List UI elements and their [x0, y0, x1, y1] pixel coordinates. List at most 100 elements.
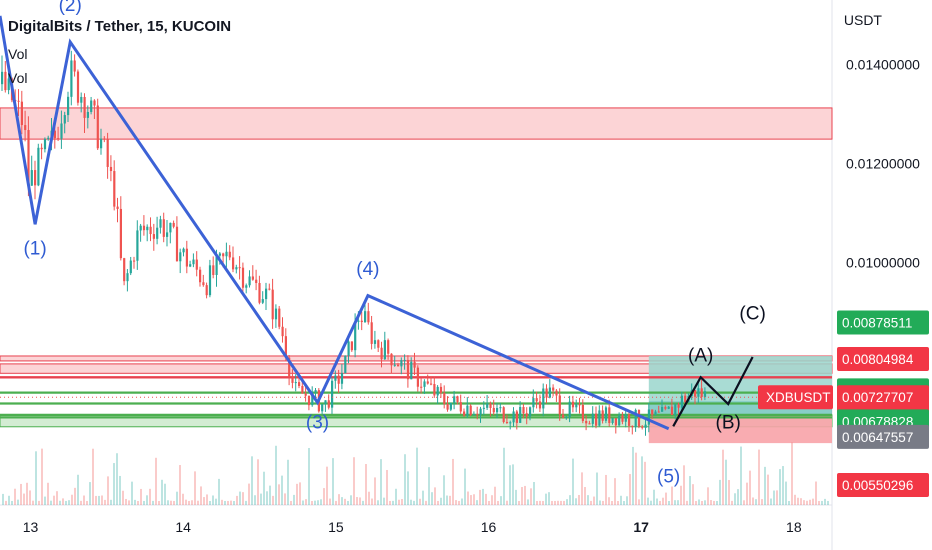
volume-bar — [341, 497, 343, 505]
candle-body — [624, 414, 627, 422]
candle-body — [360, 320, 363, 323]
candle-body — [57, 138, 60, 140]
wave-label-2: (2) — [59, 0, 82, 16]
candle-body — [324, 400, 327, 405]
volume-bar — [368, 491, 370, 505]
volume-bar — [80, 500, 82, 505]
candle-body — [156, 227, 159, 239]
candle-body — [192, 259, 195, 265]
volume-bar — [749, 470, 751, 505]
volume-bar — [494, 486, 496, 505]
volume-bar — [578, 494, 580, 505]
candle-body — [535, 398, 538, 402]
candle-body — [413, 361, 416, 368]
volume-indicator-label[interactable]: Vol — [8, 70, 28, 86]
volume-bar — [608, 497, 610, 505]
volume-bar — [452, 458, 454, 505]
candle-body — [545, 388, 548, 398]
candle-body — [400, 360, 403, 367]
price-badge-5 — [837, 424, 929, 449]
volume-bar — [548, 492, 550, 505]
candle-body — [43, 138, 47, 150]
volume-bar — [647, 497, 649, 505]
candle-body — [185, 248, 188, 267]
volume-bar — [806, 500, 808, 505]
volume-bar — [374, 477, 376, 505]
volume-bar — [425, 500, 427, 505]
candle-body — [53, 130, 56, 139]
volume-bar — [656, 498, 658, 505]
volume-bar — [272, 495, 274, 505]
volume-bar — [767, 474, 769, 505]
candle-body — [595, 413, 598, 426]
candle-body — [466, 405, 469, 416]
resistance-zone-0 — [0, 107, 833, 140]
candle-body — [67, 96, 70, 116]
volume-bar — [458, 500, 460, 505]
volume-bar — [623, 500, 625, 505]
candle-body — [585, 420, 588, 424]
y-tick-label: 0.01400000 — [846, 56, 920, 72]
candle-body — [311, 392, 314, 406]
volume-bar — [530, 488, 532, 505]
candle-body — [179, 252, 182, 262]
candle-body — [24, 125, 27, 131]
volume-indicator-label[interactable]: Vol — [8, 46, 28, 62]
candle-body — [512, 411, 515, 423]
candle-body — [423, 381, 426, 387]
volume-bar — [320, 499, 322, 505]
candle-body — [377, 340, 380, 348]
volume-bar — [518, 500, 520, 505]
candle-body — [601, 410, 604, 421]
candle-body — [469, 405, 472, 416]
volume-bar — [5, 500, 7, 505]
volume-bar — [158, 500, 160, 505]
volume-bar — [8, 495, 10, 505]
volume-bar — [47, 482, 49, 505]
candle-body — [453, 396, 456, 403]
volume-bar — [128, 500, 130, 505]
volume-bar — [173, 500, 175, 505]
candle-body — [37, 147, 40, 186]
volume-bar — [428, 467, 430, 505]
candle-body — [406, 359, 410, 380]
volume-bar — [449, 495, 451, 505]
volume-bar — [188, 500, 190, 505]
candle-body — [568, 401, 571, 417]
volume-bar — [440, 497, 442, 505]
volume-bar — [65, 500, 67, 505]
candle-body — [548, 387, 551, 398]
wave-label-1: (1) — [23, 238, 46, 259]
candle-body — [225, 251, 228, 257]
volume-bar — [56, 491, 58, 505]
candle-body — [505, 421, 509, 423]
candle-body — [202, 282, 205, 286]
volume-bar — [476, 500, 478, 505]
price-badge-6 — [837, 473, 929, 498]
candle-body — [654, 411, 657, 415]
candle-body — [162, 219, 165, 237]
volume-bar — [680, 485, 682, 505]
volume-bar — [515, 489, 517, 505]
candle-body — [430, 383, 433, 385]
volume-bar — [392, 500, 394, 505]
volume-bar — [215, 498, 217, 505]
volume-bar — [446, 495, 448, 505]
volume-bar — [644, 461, 646, 505]
candle-body — [274, 308, 278, 320]
candle-body — [93, 100, 96, 106]
candle-body — [522, 406, 525, 414]
candle-body — [109, 166, 113, 172]
volume-bar — [74, 487, 76, 505]
volume-bar — [785, 481, 787, 505]
volume-bar — [395, 488, 397, 505]
volume-bar — [713, 500, 715, 505]
volume-bar — [224, 500, 226, 505]
volume-bar — [287, 459, 289, 505]
volume-bar — [509, 465, 511, 505]
candle-body — [129, 260, 132, 274]
candle-body — [298, 382, 301, 387]
volume-bar — [770, 498, 772, 505]
candle-body — [126, 273, 129, 282]
